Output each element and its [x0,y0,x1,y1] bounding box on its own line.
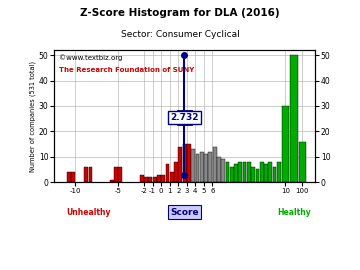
Bar [299,141,306,182]
Bar [269,162,272,182]
Bar [221,159,225,182]
Bar [230,167,234,182]
Bar [256,170,259,182]
Bar [183,144,186,182]
Bar [153,177,157,182]
Bar [247,162,251,182]
Bar [191,149,195,182]
Bar [234,164,238,182]
Bar [140,174,144,182]
Text: Unhealthy: Unhealthy [66,208,111,217]
Bar [208,152,212,182]
Text: The Research Foundation of SUNY: The Research Foundation of SUNY [59,67,194,73]
Text: Sector: Consumer Cyclical: Sector: Consumer Cyclical [121,30,239,39]
Bar [174,162,178,182]
Bar [251,167,255,182]
Y-axis label: Number of companies (531 total): Number of companies (531 total) [30,60,36,172]
Bar [170,172,174,182]
Bar [114,167,118,182]
Bar [166,164,170,182]
Bar [273,167,276,182]
Bar [161,174,165,182]
X-axis label: Score: Score [170,208,199,217]
Bar [67,172,71,182]
Text: ©www.textbiz.org: ©www.textbiz.org [59,54,123,61]
Bar [157,174,161,182]
Bar [84,167,88,182]
Bar [187,144,191,182]
Bar [290,55,298,182]
Bar [89,167,92,182]
Bar [264,164,268,182]
Bar [179,147,182,182]
Bar [110,180,114,182]
Bar [195,154,199,182]
Bar [217,157,221,182]
Bar [118,167,122,182]
Bar [226,162,229,182]
Bar [260,162,264,182]
Bar [282,106,289,182]
Bar [71,172,75,182]
Text: Healthy: Healthy [277,208,311,217]
Text: Z-Score Histogram for DLA (2016): Z-Score Histogram for DLA (2016) [80,8,280,18]
Bar [243,162,247,182]
Bar [277,162,281,182]
Text: 2.732: 2.732 [170,113,199,122]
Bar [200,152,204,182]
Bar [238,162,242,182]
Bar [204,154,208,182]
Bar [213,147,216,182]
Bar [148,177,152,182]
Bar [144,177,148,182]
